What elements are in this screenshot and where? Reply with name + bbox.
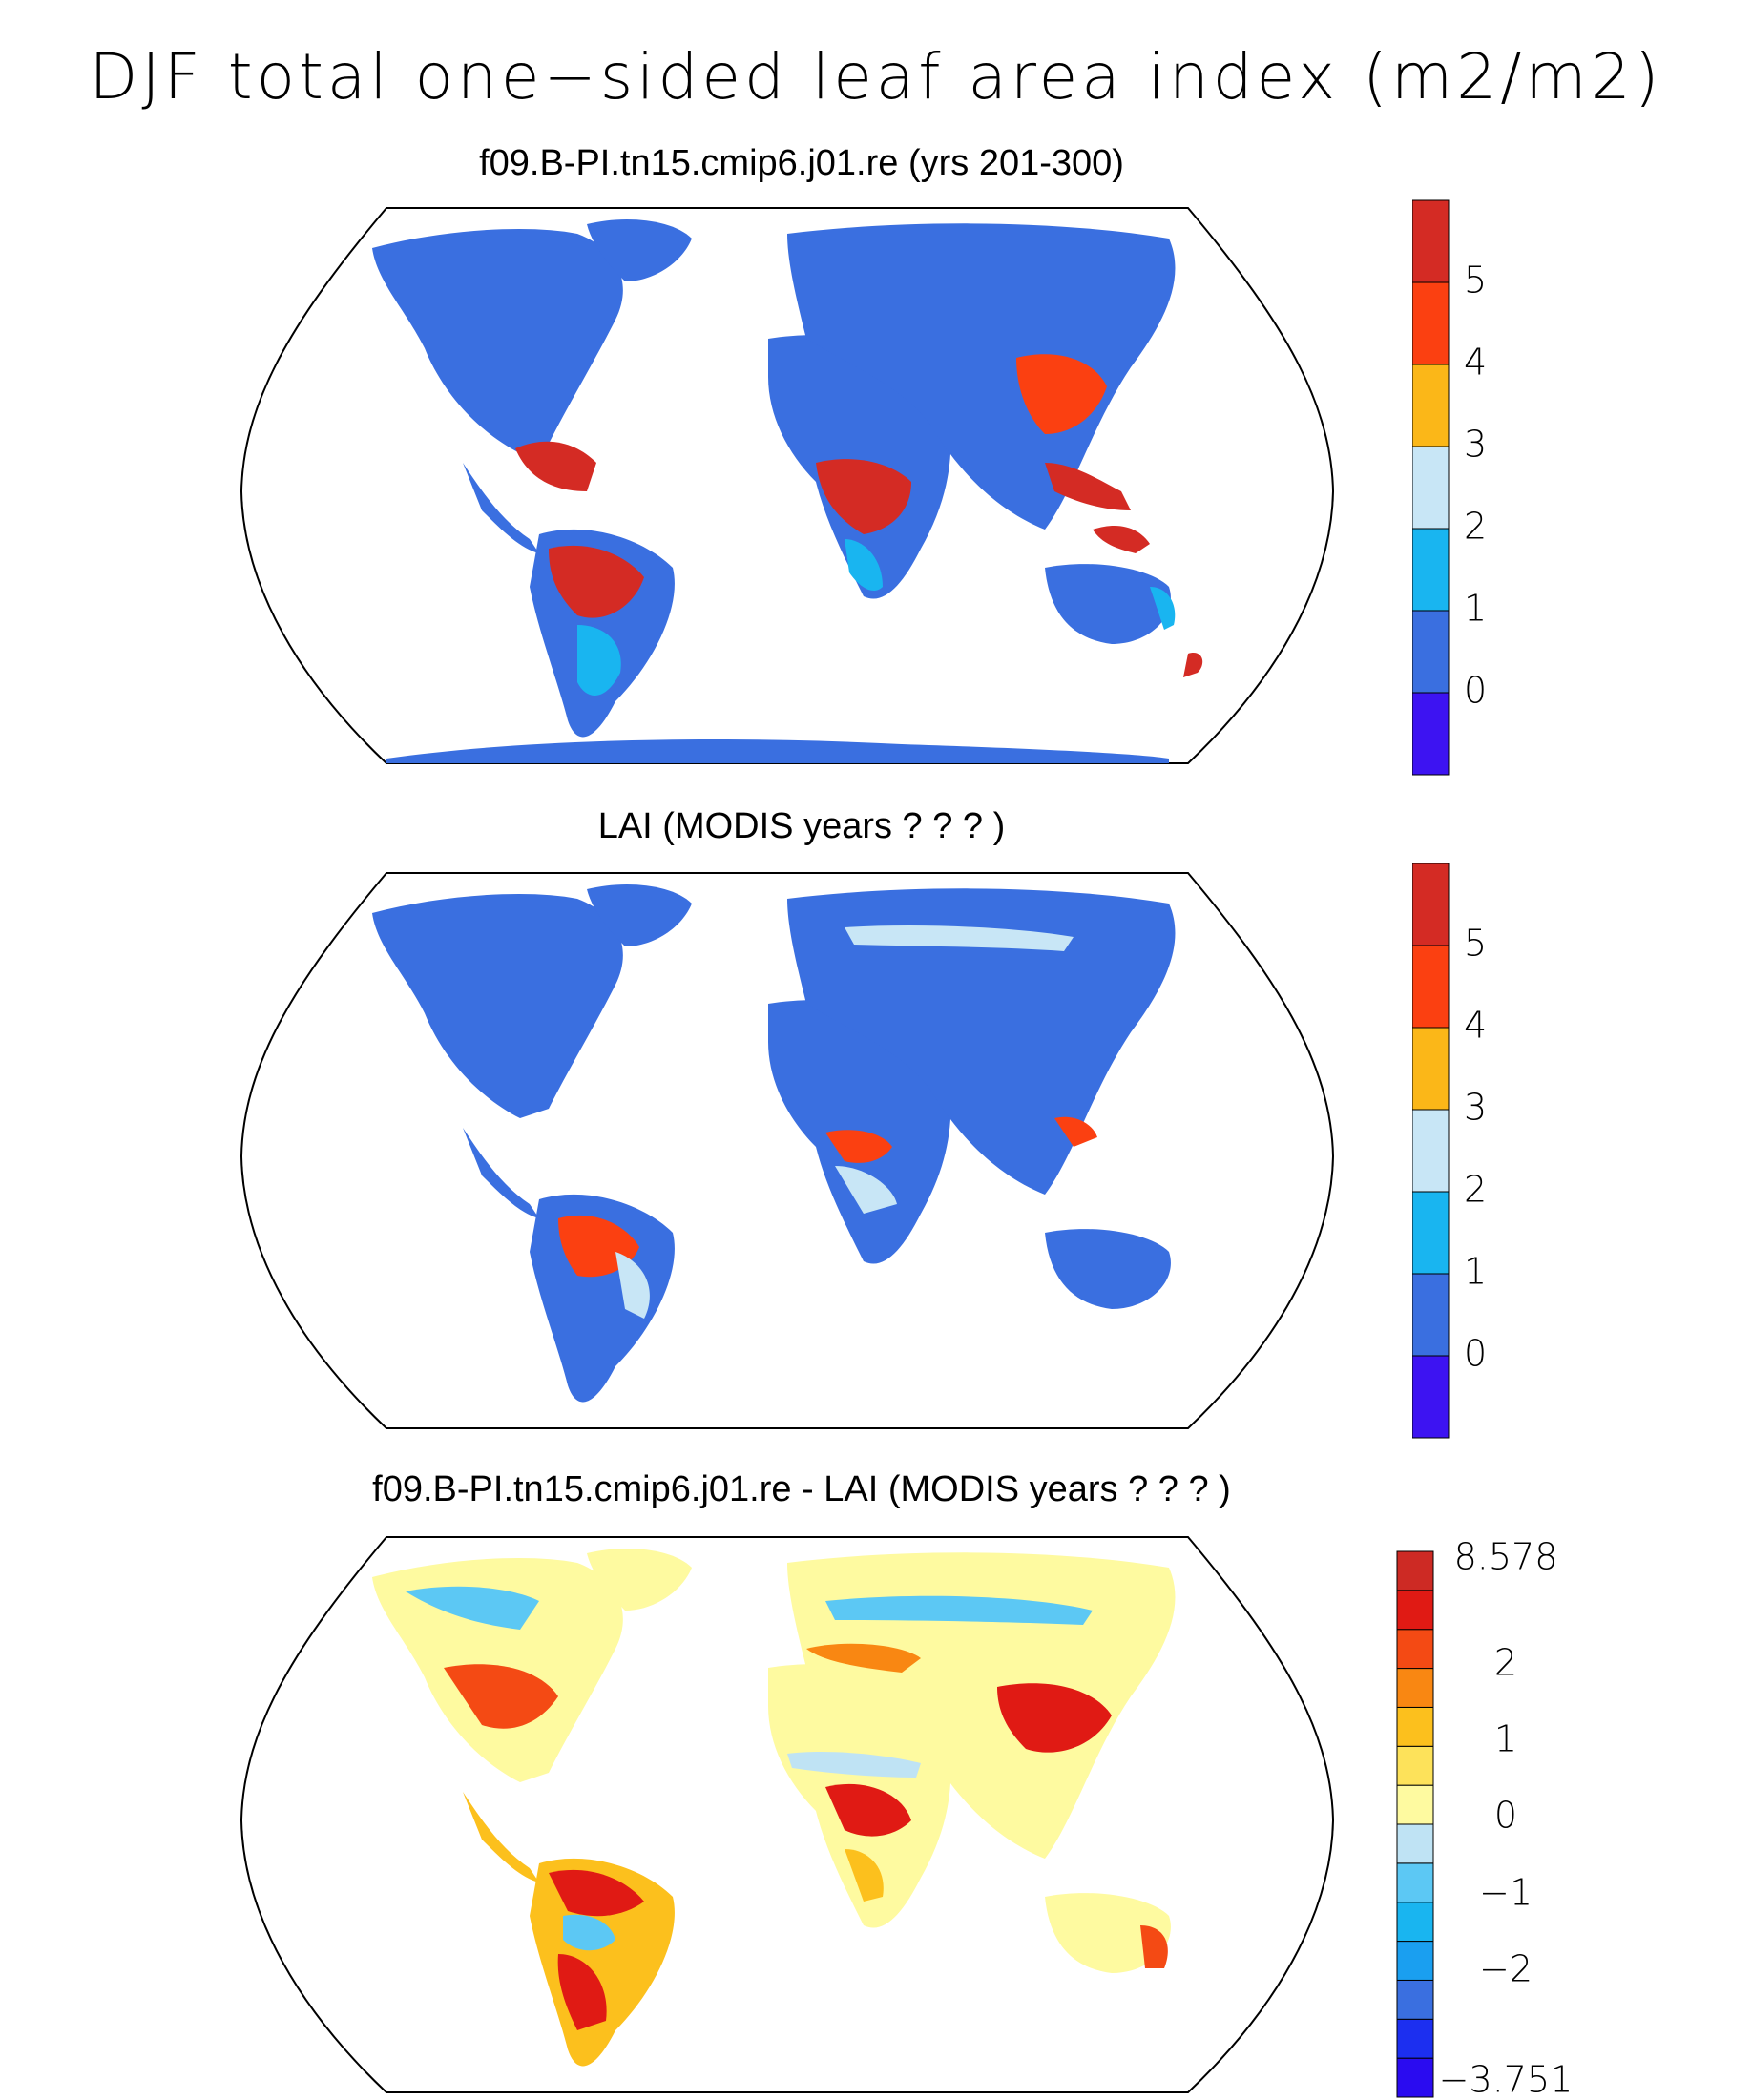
colorbar-box — [1396, 1784, 1434, 1825]
colorbar-tick-label: 0 — [1464, 1333, 1487, 1375]
colorbar-tick-label: −1 — [1479, 1872, 1533, 1914]
colorbar-tick-label: −3.751 — [1439, 2059, 1574, 2100]
colorbar-box — [1396, 1941, 1434, 1981]
colorbar-tick-label: 1 — [1494, 1718, 1517, 1760]
colorbar-tick-label: 5 — [1464, 260, 1487, 301]
panel-2-land — [372, 884, 1176, 1403]
colorbar-tick-label: −2 — [1479, 1948, 1533, 1990]
figure-title: DJF total one−sided leaf area index (m2/… — [89, 40, 1663, 114]
colorbar-box — [1396, 1823, 1434, 1864]
colorbar-tick-label: 0 — [1494, 1795, 1517, 1837]
colorbar-tick-label: 5 — [1464, 923, 1487, 965]
colorbar-box — [1396, 1590, 1434, 1631]
colorbar-box — [1396, 2018, 1434, 2059]
colorbar-box — [1412, 281, 1450, 365]
panel-2-map — [240, 872, 1335, 1429]
colorbar-tick-label: 4 — [1464, 342, 1487, 384]
colorbar-box — [1412, 1191, 1450, 1275]
panel-1-colorbar: 0 1 2 3 4 5 — [1412, 199, 1487, 776]
colorbar-box — [1412, 1027, 1450, 1111]
colorbar-tick-label: 0 — [1464, 670, 1487, 712]
colorbar-box — [1412, 1273, 1450, 1357]
panel-2-colorbar: 0 1 2 3 4 5 — [1412, 863, 1487, 1439]
panel-3-land — [372, 1549, 1176, 2067]
colorbar-box — [1396, 1706, 1434, 1747]
colorbar-box — [1396, 1550, 1434, 1591]
colorbar-tick-label: 4 — [1464, 1005, 1487, 1047]
colorbar-tick-label: 8.578 — [1454, 1536, 1558, 1578]
colorbar-box — [1396, 1629, 1434, 1670]
colorbar-box — [1412, 945, 1450, 1029]
panel-1-land — [372, 219, 1203, 763]
panel-3-title: f09.B-PI.tn15.cmip6.j01.re - LAI (MODIS … — [372, 1469, 1231, 1509]
colorbar-tick-label: 1 — [1464, 1251, 1487, 1293]
colorbar-box — [1412, 692, 1450, 776]
colorbar-box — [1396, 1902, 1434, 1943]
panel-1-map — [240, 207, 1335, 764]
colorbar-tick-label: 2 — [1494, 1642, 1517, 1684]
colorbar-tick-label: 3 — [1464, 424, 1487, 466]
colorbar-box — [1412, 528, 1450, 612]
colorbar-box — [1396, 1668, 1434, 1708]
colorbar-tick-label: 1 — [1464, 588, 1487, 630]
colorbar-box — [1412, 1355, 1450, 1439]
colorbar-box — [1396, 1979, 1434, 2020]
panel-3-colorbar: 8.578 2 1 0 −1 −2 −3.751 — [1396, 1536, 1574, 2100]
panel-2-title: LAI (MODIS years ? ? ? ) — [597, 806, 1006, 846]
colorbar-box — [1412, 364, 1450, 447]
colorbar-box — [1412, 199, 1450, 283]
colorbar-tick-label: 2 — [1464, 506, 1487, 548]
colorbar-box — [1412, 863, 1450, 946]
colorbar-box — [1396, 1862, 1434, 1903]
colorbar-box — [1396, 1745, 1434, 1786]
colorbar-tick-label: 2 — [1464, 1169, 1487, 1211]
panel-3-map — [240, 1536, 1335, 2093]
colorbar-box — [1412, 446, 1450, 530]
colorbar-box — [1412, 1109, 1450, 1193]
colorbar-box — [1412, 610, 1450, 694]
colorbar-tick-label: 3 — [1464, 1087, 1487, 1129]
panel-1-title: f09.B-PI.tn15.cmip6.j01.re (yrs 201-300) — [479, 143, 1124, 183]
colorbar-box — [1396, 2057, 1434, 2098]
